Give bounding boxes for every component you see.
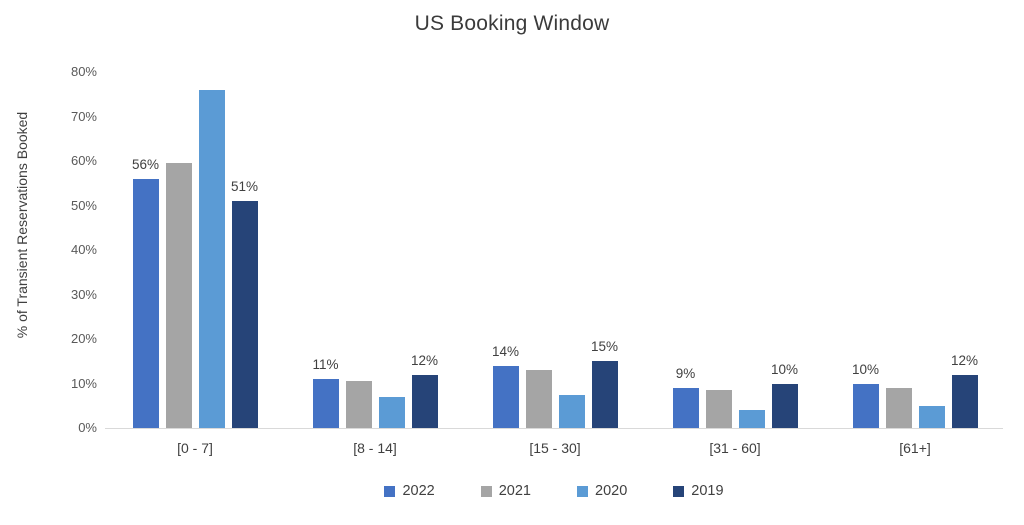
data-label: 56% xyxy=(131,156,160,172)
bar-2020 xyxy=(918,405,945,428)
bar-2022 xyxy=(312,379,339,428)
bar-2021 xyxy=(345,381,372,428)
y-tick-label: 30% xyxy=(70,286,97,302)
legend-swatch-icon xyxy=(673,485,685,497)
bar-2019 xyxy=(411,374,438,428)
bar-2022 xyxy=(852,383,879,428)
data-label: 9% xyxy=(675,365,696,381)
category-label: [15 - 30] xyxy=(529,440,581,456)
legend-swatch-icon xyxy=(480,485,492,497)
legend-label: 2019 xyxy=(691,483,724,499)
category-label: [0 - 7] xyxy=(177,440,213,456)
y-tick-label: 60% xyxy=(70,153,97,168)
legend-item-2019: 2019 xyxy=(673,483,724,499)
legend-label: 2020 xyxy=(595,483,628,499)
bar-2020 xyxy=(738,410,765,428)
data-label: 10% xyxy=(851,361,880,377)
bar-2021 xyxy=(525,370,552,428)
y-tick-label: 40% xyxy=(70,242,97,257)
bar-2021 xyxy=(705,390,732,428)
category-label: [31 - 60] xyxy=(709,440,761,456)
data-label: 51% xyxy=(230,179,259,195)
bar-2019 xyxy=(771,383,798,428)
y-tick-label: 10% xyxy=(70,375,97,391)
data-label: 11% xyxy=(312,357,339,373)
data-label: 12% xyxy=(410,352,439,368)
legend-label: 2022 xyxy=(402,483,435,499)
legend-item-2021: 2021 xyxy=(480,483,531,499)
bar-2019 xyxy=(951,374,978,428)
category-label: [8 - 14] xyxy=(353,440,397,456)
bar-2022 xyxy=(492,365,519,428)
bar-2019 xyxy=(591,361,618,428)
legend-item-2020: 2020 xyxy=(577,483,627,499)
bar-2022 xyxy=(672,387,699,428)
data-label: 10% xyxy=(770,361,799,377)
bar-2021 xyxy=(885,387,912,428)
bar-2020 xyxy=(198,89,225,428)
chart-title: US Booking Window xyxy=(414,12,610,35)
bar-2019 xyxy=(231,201,258,428)
y-axis-title: % of Transient Reservations Booked xyxy=(14,111,30,339)
category-label: [61+] xyxy=(899,440,931,456)
y-tick-label: 80% xyxy=(70,64,97,79)
legend-item-2022: 2022 xyxy=(384,483,435,499)
data-label: 12% xyxy=(950,352,979,368)
bar-2021 xyxy=(165,163,192,428)
data-label: 14% xyxy=(491,343,520,359)
legend-swatch-icon xyxy=(384,485,396,497)
data-label: 15% xyxy=(590,339,619,355)
x-axis-line xyxy=(105,428,1003,429)
y-tick-label: 20% xyxy=(70,331,97,346)
bar-2020 xyxy=(558,394,585,428)
bar-2022 xyxy=(132,178,159,428)
bar-2020 xyxy=(378,396,405,428)
y-tick-label: 70% xyxy=(70,108,97,124)
legend-label: 2021 xyxy=(498,483,531,499)
y-tick-label: 0% xyxy=(78,420,97,435)
y-tick-label: 50% xyxy=(70,197,97,213)
legend-swatch-icon xyxy=(577,485,588,497)
legend: 2022 2021 2020 2019 xyxy=(105,483,1003,499)
